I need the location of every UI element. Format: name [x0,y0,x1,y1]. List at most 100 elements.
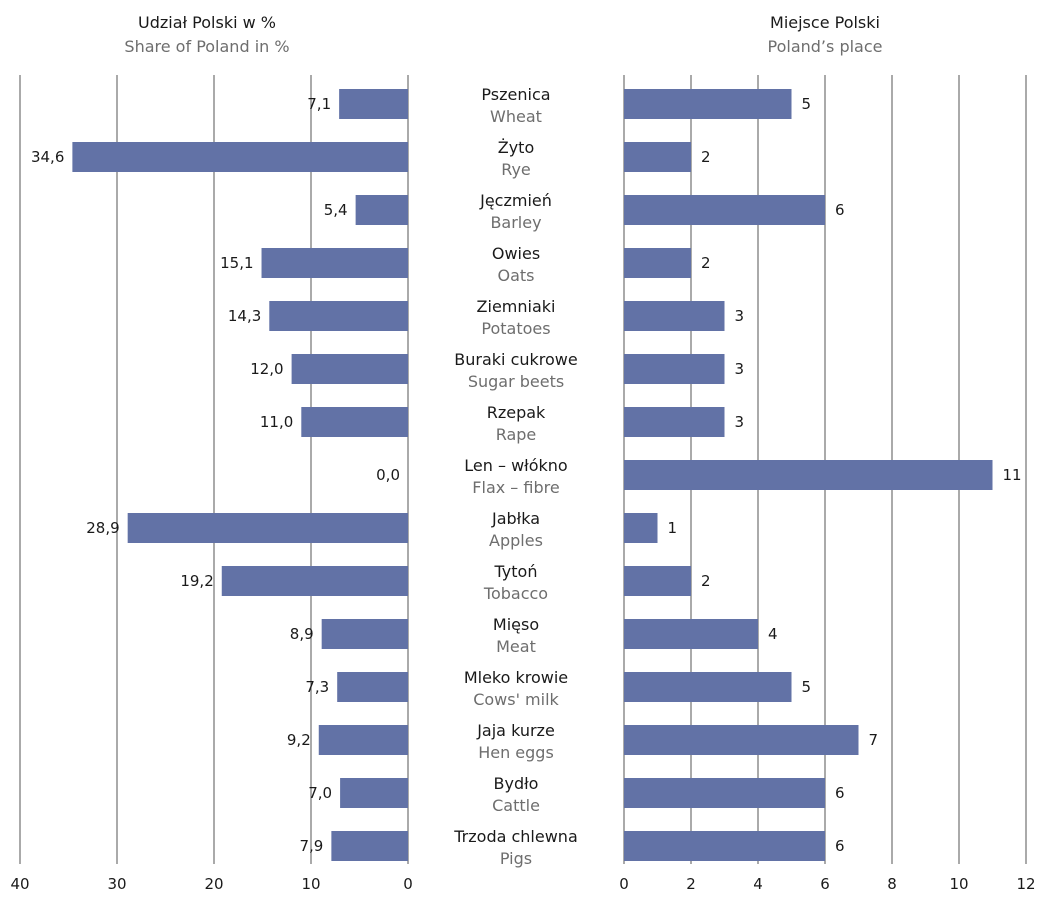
left-x-tick-label: 30 [107,875,126,893]
right-panel-subtitle: Poland’s place [768,37,883,56]
category-label-pl: Mleko krowie [464,668,568,687]
right-x-tick-label: 10 [949,875,968,893]
category-label-pl: Len – włókno [464,456,567,475]
category-label-pl: Buraki cukrowe [454,350,577,369]
left-bar [221,566,408,596]
left-bar [340,778,408,808]
left-bar-value-label: 5,4 [324,201,348,219]
left-bar-value-label: 15,1 [220,254,253,272]
right-x-tick-label: 8 [887,875,897,893]
category-label-pl: Ziemniaki [477,297,556,316]
left-panel-subtitle: Share of Poland in % [124,37,289,56]
category-label-en: Sugar beets [468,372,564,391]
left-bar-value-label: 34,6 [31,148,64,166]
category-label-pl: Owies [492,244,540,263]
right-x-tick-label: 4 [753,875,763,893]
right-bar [624,672,792,702]
category-label-en: Rye [501,160,531,179]
right-bar-value-label: 6 [835,837,845,855]
left-bar-value-label: 12,0 [250,360,283,378]
category-label-en: Rape [496,425,537,444]
right-bar [624,195,825,225]
right-bar [624,619,758,649]
category-label-en: Meat [496,637,536,656]
left-bar-value-label: 11,0 [260,413,293,431]
right-bar-value-label: 2 [701,254,711,272]
right-bar-value-label: 6 [835,784,845,802]
category-label-pl: Żyto [498,138,535,157]
left-bar [269,301,408,331]
bars-layer [72,89,993,861]
category-label-en: Oats [497,266,534,285]
right-bar-value-label: 5 [802,678,812,696]
right-bar-value-label: 5 [802,95,812,113]
left-bar-value-label: 7,0 [308,784,332,802]
category-label-pl: Bydło [494,774,539,793]
category-label-en: Barley [490,213,541,232]
right-bar [624,725,859,755]
right-bar [624,566,691,596]
right-bar [624,513,658,543]
category-label-en: Pigs [500,849,532,868]
left-x-tick-label: 40 [10,875,29,893]
left-bar [127,513,409,543]
left-bar [339,89,408,119]
text-layer: Udział Polski w % Share of Poland in % M… [10,13,1035,893]
left-bar-value-label: 7,9 [300,837,324,855]
category-label-pl: Mięso [493,615,539,634]
left-x-tick-label: 0 [403,875,413,893]
category-label-pl: Jęczmień [479,191,552,210]
category-label-en: Apples [489,531,543,550]
right-bar-value-label: 4 [768,625,778,643]
left-bar [355,195,408,225]
left-bar [72,142,408,172]
right-bar [624,831,825,861]
category-label-pl: Tytoń [494,562,538,581]
category-label-en: Cows' milk [473,690,559,709]
left-bar-value-label: 9,2 [287,731,311,749]
left-x-tick-label: 10 [301,875,320,893]
category-label-en: Potatoes [481,319,550,338]
right-x-tick-label: 2 [686,875,696,893]
right-x-tick-label: 12 [1016,875,1035,893]
category-label-pl: Jaja kurze [476,721,555,740]
category-label-en: Flax – fibre [472,478,559,497]
left-bar [321,619,408,649]
left-panel-title: Udział Polski w % [138,13,276,32]
category-label-pl: Trzoda chlewna [453,827,578,846]
right-bar [624,248,691,278]
right-bar-value-label: 2 [701,148,711,166]
right-panel-title: Miejsce Polski [770,13,880,32]
category-label-en: Hen eggs [478,743,554,762]
right-bar-value-label: 3 [735,413,745,431]
left-bar-value-label: 8,9 [290,625,314,643]
category-label-pl: Rzepak [487,403,546,422]
right-bar-value-label: 7 [869,731,879,749]
right-bar [624,354,725,384]
category-label-pl: Jabłka [491,509,540,528]
right-bar-value-label: 11 [1003,466,1022,484]
right-x-tick-label: 6 [820,875,830,893]
left-bar [301,407,408,437]
right-bar [624,407,725,437]
left-bar [291,354,408,384]
category-label-en: Tobacco [483,584,548,603]
right-bar-value-label: 3 [735,307,745,325]
right-bar [624,460,993,490]
left-bar-value-label: 0,0 [376,466,400,484]
left-bar [318,725,408,755]
left-bar-value-label: 14,3 [228,307,261,325]
left-bar [337,672,408,702]
left-bar [261,248,408,278]
left-bar-value-label: 7,1 [307,95,331,113]
left-x-tick-label: 20 [204,875,223,893]
right-bar-value-label: 2 [701,572,711,590]
left-bar-value-label: 7,3 [305,678,329,696]
left-bar [331,831,408,861]
left-bar-value-label: 19,2 [180,572,213,590]
category-label-en: Wheat [490,107,542,126]
category-label-en: Cattle [492,796,540,815]
left-bar-value-label: 28,9 [86,519,119,537]
